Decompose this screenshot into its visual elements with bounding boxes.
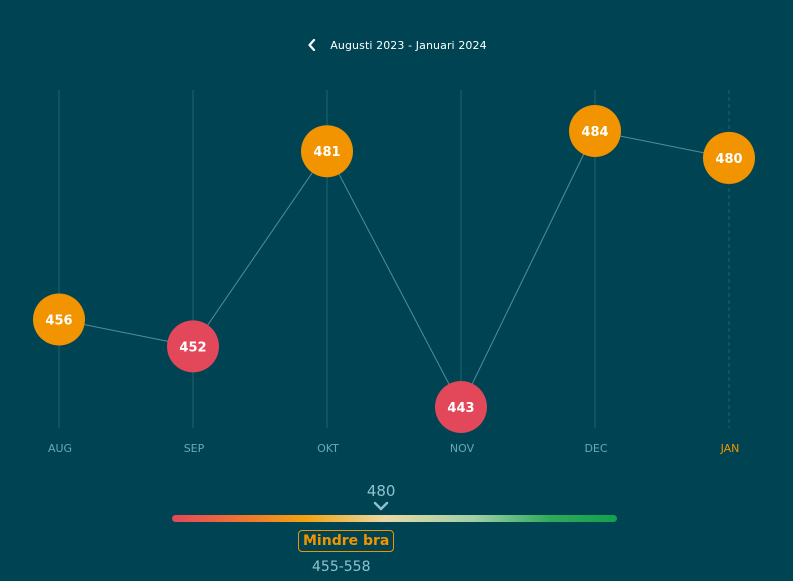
x-tick-label: NOV <box>450 442 475 455</box>
x-axis-ticks: AUG SEP OKT NOV DEC JAN <box>48 442 739 455</box>
scale-gradient-bar <box>172 515 617 522</box>
data-point-dec[interactable]: 484 <box>569 105 621 157</box>
x-tick-label: OKT <box>317 442 339 455</box>
x-tick-label: DEC <box>584 442 607 455</box>
period-title: Augusti 2023 - Januari 2024 <box>330 38 487 52</box>
data-label: 481 <box>313 145 340 160</box>
data-point-circle <box>569 105 621 157</box>
data-label: 484 <box>581 125 608 140</box>
series-line <box>58 130 730 409</box>
line-chart: 456 452 481 443 484 480 AUG SEP OKT NOV DEC JAN <box>33 90 755 455</box>
period-header: Augusti 2023 - Januari 2024 <box>0 35 793 55</box>
data-point-circle <box>33 293 85 346</box>
range-text: 455-558 <box>312 559 371 575</box>
data-point-sep[interactable]: 452 <box>167 320 219 373</box>
data-point-okt[interactable]: 481 <box>301 125 353 178</box>
period-header-inner: Augusti 2023 - Januari 2024 <box>306 38 487 52</box>
result-scale: 480 Mindre bra 455-558 <box>172 482 617 581</box>
data-point-nov[interactable]: 443 <box>435 381 487 433</box>
data-label: 452 <box>179 340 206 355</box>
scale-current-value: 480 <box>366 482 396 500</box>
data-point-circle <box>301 125 353 178</box>
x-tick-label: JAN <box>720 442 740 455</box>
chevron-left-icon[interactable] <box>306 38 318 52</box>
data-point-circle <box>703 131 755 184</box>
category-badge: Mindre bra <box>298 530 395 552</box>
x-tick-label: SEP <box>184 442 205 455</box>
data-label: 443 <box>447 401 474 416</box>
data-point-circle <box>167 320 219 373</box>
data-label: 480 <box>715 152 742 167</box>
series-line-group <box>58 130 730 409</box>
data-points: 456 452 481 443 484 480 <box>33 105 755 433</box>
grid-lines <box>58 90 730 428</box>
x-tick-label: AUG <box>48 442 72 455</box>
data-point-aug[interactable]: 456 <box>33 293 85 346</box>
data-point-jan[interactable]: 480 <box>703 131 755 184</box>
chevron-left-icon-svg <box>308 39 316 51</box>
data-label: 456 <box>45 313 72 328</box>
data-point-circle <box>435 381 487 433</box>
chevron-down-icon <box>373 501 389 511</box>
